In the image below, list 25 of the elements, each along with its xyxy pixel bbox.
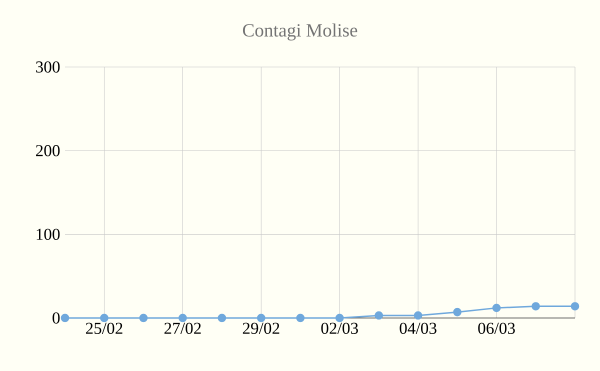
point xyxy=(570,302,580,310)
x-tick-label: 02/03 xyxy=(321,322,358,334)
x-tick-label: 27/02 xyxy=(164,322,201,334)
point xyxy=(374,311,384,320)
point xyxy=(532,302,540,310)
x-tick-label: 04/03 xyxy=(400,322,436,334)
point xyxy=(256,314,266,322)
x-tick-label: 06/03 xyxy=(478,322,515,334)
point xyxy=(296,314,305,322)
point xyxy=(100,314,108,322)
x-tick-label: 25/02 xyxy=(86,322,122,334)
point xyxy=(139,314,148,322)
y-tick-label: 300 xyxy=(36,61,60,73)
x-tick-label: 29/02 xyxy=(242,322,280,334)
y-tick-label: 0 xyxy=(52,312,60,324)
point xyxy=(218,314,226,322)
point xyxy=(60,314,70,322)
point xyxy=(178,314,187,322)
point xyxy=(492,304,501,312)
y-tick-label: 200 xyxy=(36,145,60,156)
point xyxy=(335,314,344,322)
point xyxy=(453,308,462,316)
chart-title: Contagi Molise xyxy=(242,23,358,40)
point xyxy=(414,311,422,320)
y-tick-label: 100 xyxy=(36,228,60,240)
